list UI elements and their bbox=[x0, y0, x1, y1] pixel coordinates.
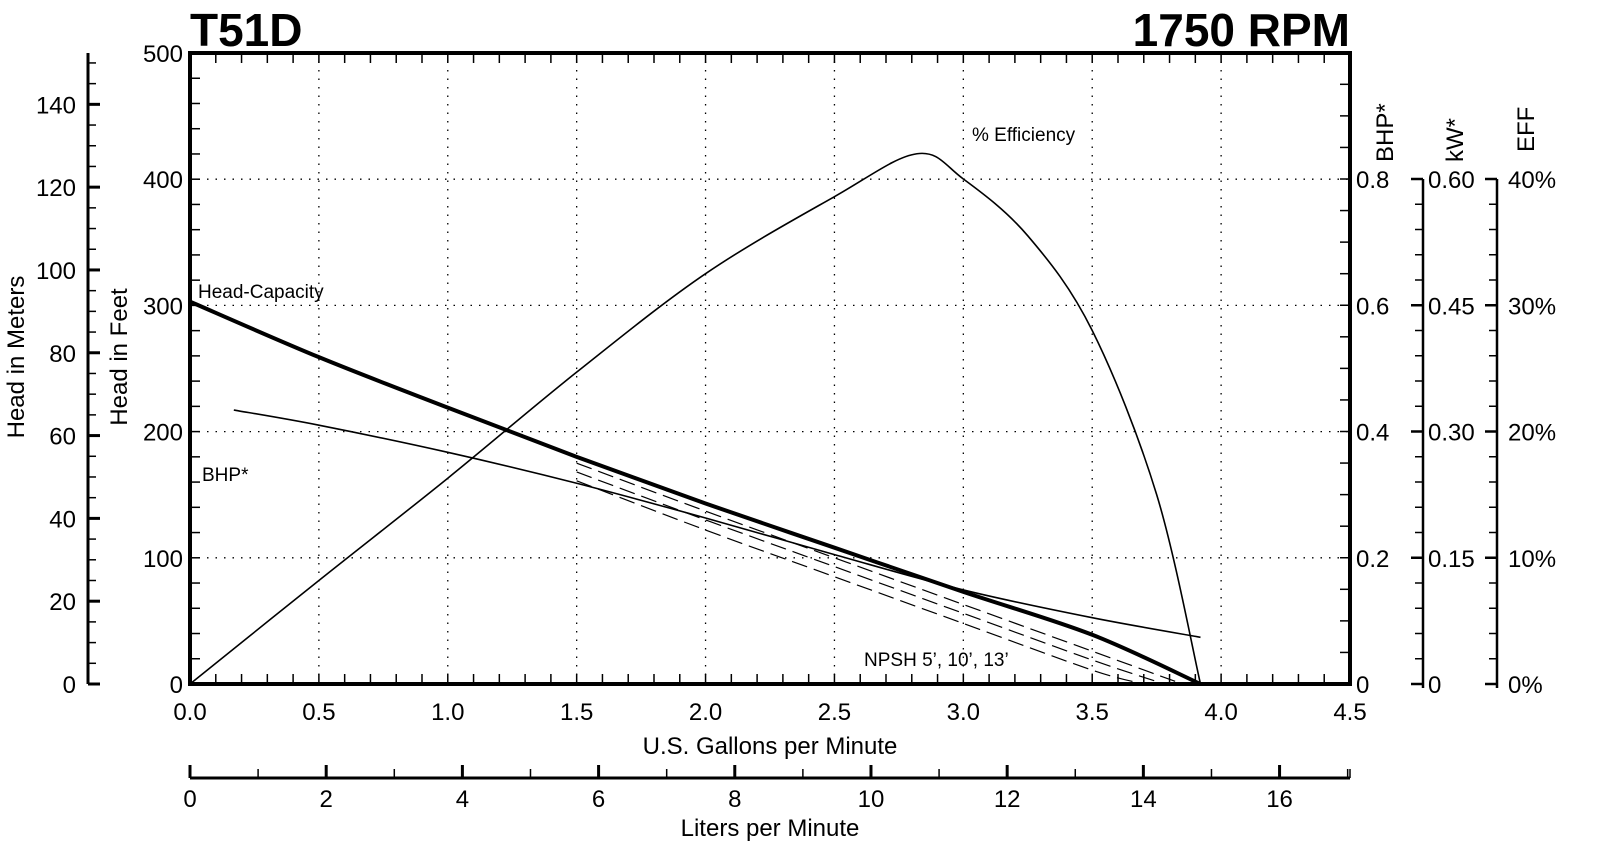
x-tick-label: 0.0 bbox=[173, 699, 206, 726]
curve-bhp bbox=[233, 409, 1201, 639]
y-tick-label-meters: 0 bbox=[63, 672, 76, 699]
y-tick-label-bhp: 0.8 bbox=[1356, 167, 1389, 194]
plot-border bbox=[188, 51, 1352, 686]
x-tick-label: 4.0 bbox=[1204, 699, 1237, 726]
x-tick-label: 0.5 bbox=[302, 699, 335, 726]
y-tick-label-bhp: 0.4 bbox=[1356, 420, 1389, 447]
x-tick-label-lpm: 12 bbox=[994, 786, 1021, 813]
y-tick-label-meters: 100 bbox=[36, 258, 76, 285]
y-tick-label-eff: 20% bbox=[1508, 420, 1556, 447]
y-tick-label-kw: 0 bbox=[1428, 672, 1441, 699]
y-tick-label-meters: 140 bbox=[36, 92, 76, 119]
y-tick-label-kw: 0.60 bbox=[1428, 167, 1475, 194]
y-tick-label-eff: 30% bbox=[1508, 293, 1556, 320]
x-tick-label-lpm: 0 bbox=[183, 786, 196, 813]
y-tick-label-meters: 120 bbox=[36, 175, 76, 202]
bhp-axis-label: BHP* bbox=[1372, 103, 1399, 162]
y-tick-label-feet: 400 bbox=[143, 167, 183, 194]
x-tick-label-lpm: 6 bbox=[592, 786, 605, 813]
curve-npsh-10 bbox=[576, 471, 1165, 685]
y-tick-label-eff: 40% bbox=[1508, 167, 1556, 194]
y-tick-label-eff: 0% bbox=[1508, 672, 1543, 699]
eff-axis-label: EFF bbox=[1513, 107, 1540, 152]
x-tick-label-lpm: 16 bbox=[1266, 786, 1293, 813]
x-tick-label: 1.0 bbox=[431, 699, 464, 726]
axes: 0.0 0.5 1.0 1.5 2.0 2.5 3.0 3.5 4.0 4.50100200300… bbox=[36, 41, 1556, 813]
y-tick-label-meters: 80 bbox=[49, 341, 76, 368]
y-tick-label-bhp: 0.2 bbox=[1356, 546, 1389, 573]
y-tick-label-kw: 0.30 bbox=[1428, 420, 1475, 447]
y-tick-label-feet: 100 bbox=[143, 546, 183, 573]
x-tick-label: 3.5 bbox=[1076, 699, 1109, 726]
y-tick-label-meters: 60 bbox=[49, 424, 76, 451]
y-tick-label-feet: 300 bbox=[143, 293, 183, 320]
grid-lines bbox=[190, 53, 1350, 684]
x-tick-label-lpm: 14 bbox=[1130, 786, 1157, 813]
model-title: T51D bbox=[190, 4, 302, 56]
bhp-annotation: BHP* bbox=[202, 465, 249, 486]
efficiency-annotation: % Efficiency bbox=[972, 125, 1076, 146]
x-tick-label-lpm: 10 bbox=[858, 786, 885, 813]
curve-npsh-5 bbox=[576, 462, 1183, 685]
y-tick-label-meters: 40 bbox=[49, 506, 76, 533]
curve-efficiency bbox=[189, 152, 1202, 685]
x-tick-label-lpm: 4 bbox=[456, 786, 469, 813]
x-tick-label: 2.0 bbox=[689, 699, 722, 726]
y-tick-label-bhp: 0.6 bbox=[1356, 293, 1389, 320]
x-tick-label: 4.5 bbox=[1333, 699, 1366, 726]
y-tick-label-feet: 0 bbox=[170, 672, 183, 699]
y-tick-label-meters: 20 bbox=[49, 589, 76, 616]
speed-title: 1750 RPM bbox=[1133, 4, 1350, 56]
x-tick-label: 1.5 bbox=[560, 699, 593, 726]
x-tick-label: 3.0 bbox=[947, 699, 980, 726]
y-tick-label-eff: 10% bbox=[1508, 546, 1556, 573]
curves bbox=[189, 152, 1202, 686]
y-axis-label-meters: Head in Meters bbox=[3, 276, 30, 439]
x-axis-label-gpm: U.S. Gallons per Minute bbox=[643, 733, 898, 760]
plot-frame bbox=[188, 51, 1352, 686]
npsh-annotation: NPSH 5’, 10’, 13’ bbox=[864, 650, 1009, 671]
y-axis-label-feet: Head in Feet bbox=[106, 288, 133, 426]
y-tick-label-kw: 0.15 bbox=[1428, 546, 1475, 573]
x-tick-label-lpm: 8 bbox=[728, 786, 741, 813]
x-tick-label-lpm: 2 bbox=[320, 786, 333, 813]
x-axis-label-lpm: Liters per Minute bbox=[681, 815, 860, 842]
y-tick-label-kw: 0.45 bbox=[1428, 293, 1475, 320]
x-tick-label: 2.5 bbox=[818, 699, 851, 726]
curve-head-capacity-ft bbox=[189, 299, 1202, 686]
curve-npsh-13 bbox=[576, 480, 1144, 685]
y-tick-label-bhp: 0 bbox=[1356, 672, 1369, 699]
y-tick-label-feet: 500 bbox=[143, 41, 183, 68]
head-capacity-annotation: Head-Capacity bbox=[198, 282, 324, 303]
y-tick-label-feet: 200 bbox=[143, 420, 183, 447]
kw-axis-label: kW* bbox=[1442, 118, 1469, 162]
